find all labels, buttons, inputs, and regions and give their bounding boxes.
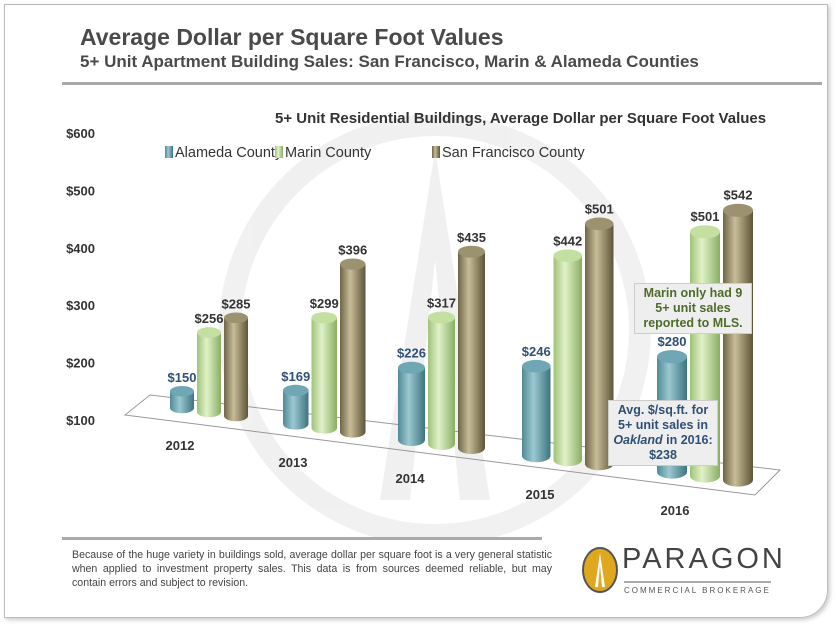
brand-name: PARAGON bbox=[622, 543, 786, 575]
legend-swatch bbox=[432, 146, 440, 158]
data-label: $246 bbox=[522, 344, 551, 359]
bar-base bbox=[428, 438, 455, 450]
data-label: $501 bbox=[691, 209, 720, 224]
data-label: $299 bbox=[310, 296, 339, 311]
bar-base bbox=[690, 469, 720, 483]
legend-label: Alameda County bbox=[175, 145, 283, 161]
oakland-annotation-year: in 2016: bbox=[666, 433, 713, 447]
legend-swatch bbox=[165, 146, 173, 158]
data-label: $169 bbox=[281, 369, 310, 384]
bar-marin-county bbox=[428, 317, 455, 444]
marin-annotation: Marin only had 9 5+ unit sales reported … bbox=[634, 283, 752, 334]
oakland-annotation: Avg. $/sq.ft. for 5+ unit sales in Oakla… bbox=[608, 400, 718, 466]
x-tick-label: 2014 bbox=[396, 471, 426, 486]
slide-frame bbox=[4, 4, 828, 618]
data-label: $542 bbox=[724, 188, 753, 203]
bar-base bbox=[170, 402, 194, 414]
bar-base bbox=[553, 453, 582, 467]
y-tick-label: $300 bbox=[66, 298, 95, 313]
bar-base bbox=[522, 449, 551, 463]
bar-top bbox=[170, 386, 194, 397]
bar-top bbox=[398, 361, 425, 374]
paragon-logo-icon bbox=[582, 547, 618, 593]
bar-top bbox=[458, 245, 485, 258]
data-label: $317 bbox=[427, 296, 456, 311]
bar-top bbox=[197, 327, 221, 338]
bar-marin-county bbox=[553, 255, 582, 460]
bar-top bbox=[522, 359, 551, 373]
bar-top bbox=[283, 384, 309, 397]
data-label: $226 bbox=[397, 346, 426, 361]
bar-top bbox=[690, 225, 720, 239]
slide-title: Average Dollar per Square Foot Values bbox=[80, 24, 504, 50]
x-tick-label: 2012 bbox=[166, 438, 195, 453]
brand-tagline: COMMERCIAL BROKERAGE bbox=[624, 581, 771, 595]
y-tick-label: $200 bbox=[66, 356, 95, 371]
oakland-annotation-value: $238 bbox=[649, 448, 677, 462]
bar-top bbox=[340, 258, 366, 270]
bar-top bbox=[657, 350, 687, 364]
bar-marin-county bbox=[311, 317, 337, 428]
data-label: $501 bbox=[585, 202, 614, 217]
x-tick-label: 2016 bbox=[661, 503, 690, 518]
bar-top bbox=[224, 312, 248, 324]
data-label: $435 bbox=[457, 230, 486, 245]
bar-san-francisco-county bbox=[723, 210, 753, 481]
bar-base bbox=[311, 422, 337, 434]
data-label: $396 bbox=[338, 242, 367, 257]
y-tick-label: $400 bbox=[66, 241, 95, 256]
bar-base bbox=[657, 465, 687, 479]
bar-base bbox=[585, 457, 614, 471]
oakland-annotation-line2: 5+ unit sales in bbox=[618, 418, 708, 432]
disclaimer: Because of the huge variety in buildings… bbox=[72, 549, 552, 589]
oakland-annotation-line1: Avg. $/sq.ft. for bbox=[617, 403, 709, 417]
data-label: $256 bbox=[195, 311, 224, 326]
bar-base bbox=[340, 426, 366, 438]
slide-subtitle: 5+ Unit Apartment Building Sales: San Fr… bbox=[80, 52, 699, 71]
y-tick-label: $500 bbox=[66, 183, 95, 198]
legend-label: San Francisco County bbox=[442, 145, 585, 161]
footer-divider bbox=[62, 537, 542, 540]
legend-label: Marin County bbox=[285, 145, 372, 161]
y-tick-label: $100 bbox=[66, 413, 95, 428]
y-tick-label: $600 bbox=[66, 126, 95, 141]
bar-top bbox=[553, 249, 582, 262]
bar-san-francisco-county bbox=[224, 317, 248, 416]
data-label: $285 bbox=[222, 297, 251, 312]
divider bbox=[62, 82, 822, 85]
bar-base bbox=[723, 473, 753, 487]
bar-top bbox=[311, 312, 337, 324]
chart-title: 5+ Unit Residential Buildings, Average D… bbox=[275, 110, 766, 127]
chart-floor bbox=[123, 394, 782, 496]
bar-top bbox=[585, 217, 614, 231]
bar-base bbox=[458, 442, 485, 454]
bar-alameda-county bbox=[398, 367, 425, 440]
x-tick-label: 2015 bbox=[526, 487, 555, 502]
bar-base bbox=[398, 434, 425, 446]
data-label: $442 bbox=[553, 233, 582, 248]
bar-base bbox=[197, 406, 221, 418]
data-label: $280 bbox=[658, 334, 687, 349]
bar-top bbox=[723, 203, 753, 217]
bar-base bbox=[224, 410, 248, 422]
bar-san-francisco-county bbox=[458, 251, 485, 448]
bar-san-francisco-county bbox=[340, 264, 366, 432]
data-label: $150 bbox=[168, 370, 197, 385]
x-tick-label: 2013 bbox=[279, 455, 308, 470]
bar-marin-county bbox=[197, 332, 221, 412]
bar-alameda-county bbox=[522, 366, 551, 456]
oakland-annotation-city: Oakland bbox=[613, 433, 663, 447]
legend-swatch bbox=[275, 146, 283, 158]
bar-top bbox=[428, 311, 455, 324]
bar-base bbox=[283, 418, 309, 430]
